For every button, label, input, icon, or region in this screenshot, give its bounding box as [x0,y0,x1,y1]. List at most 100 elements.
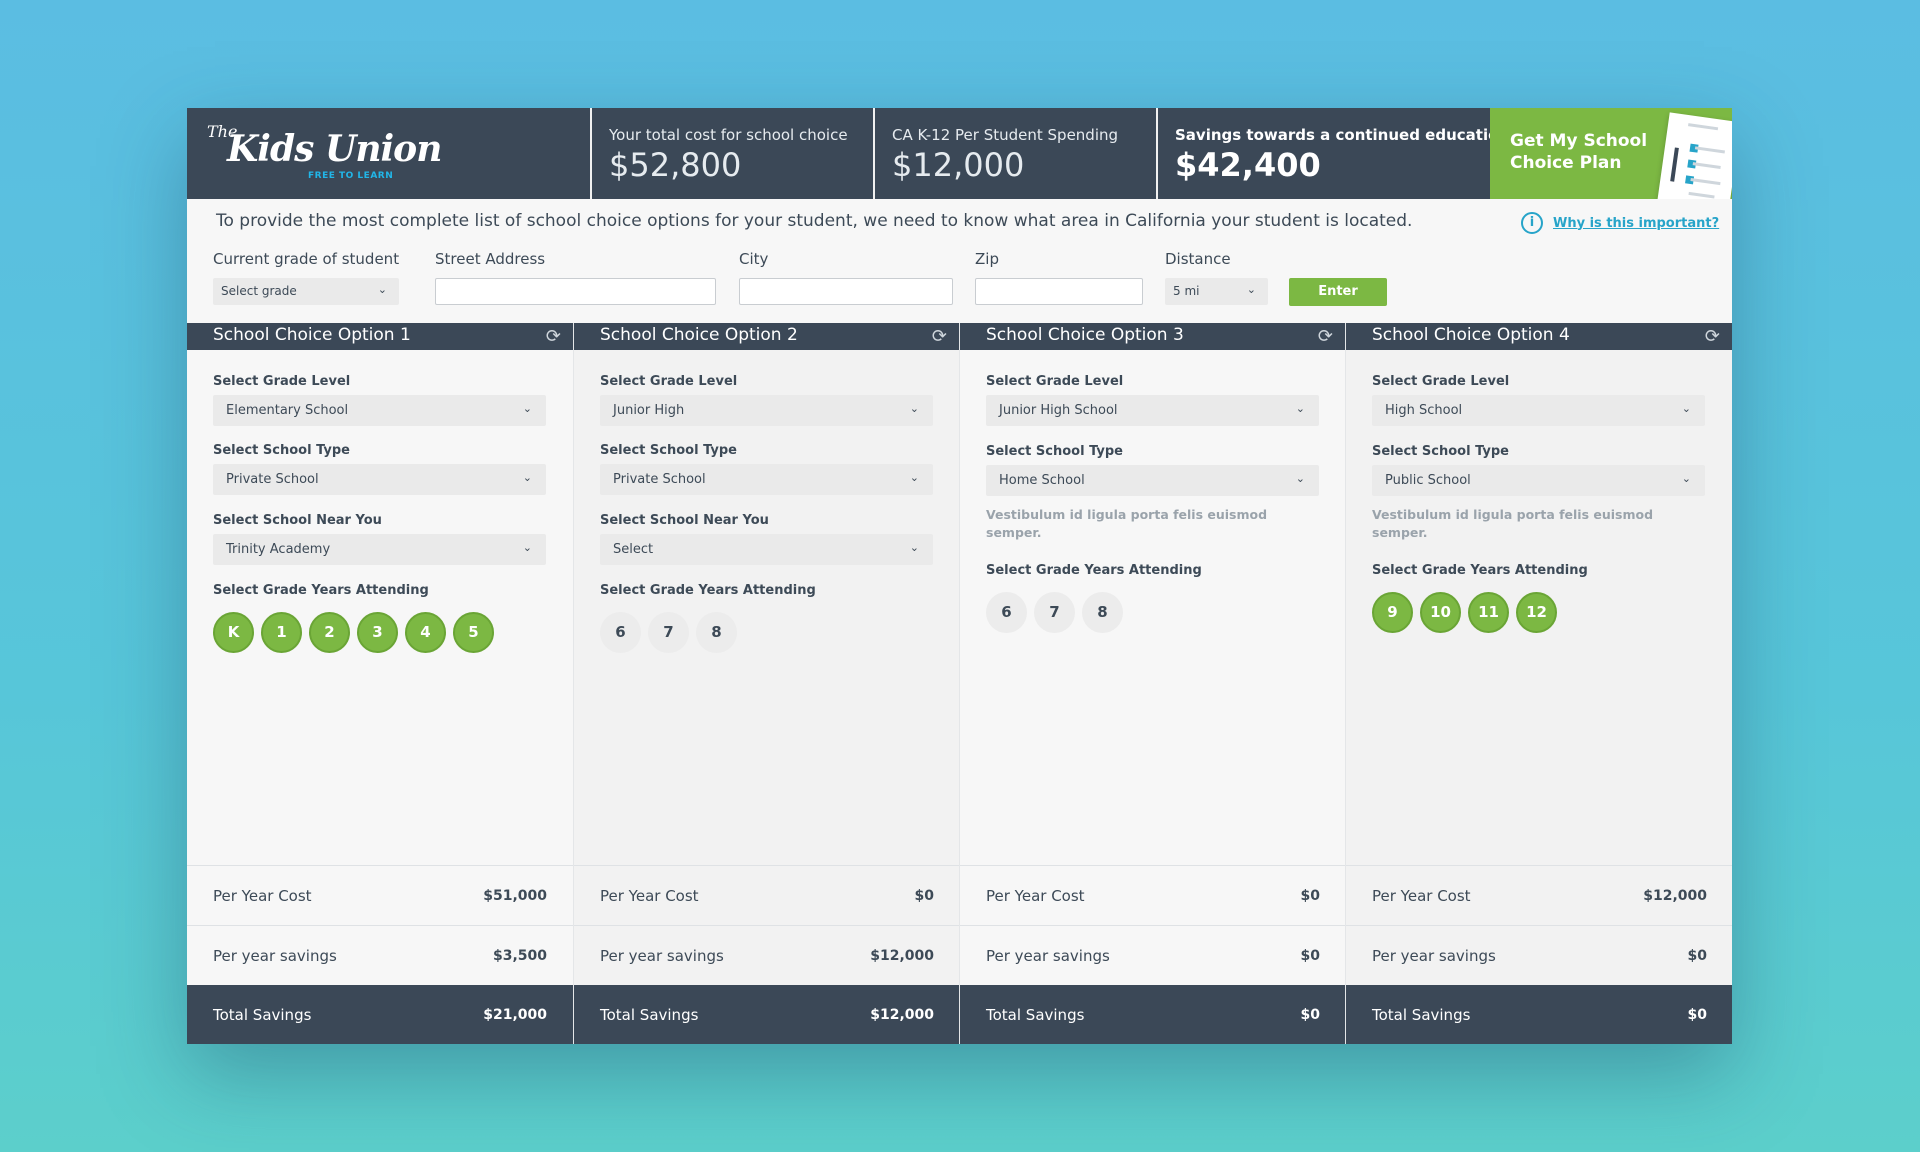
get-school-choice-plan-button[interactable]: Get My School Choice Plan [1490,108,1732,199]
city-label: City [739,250,769,268]
logo-name: Kids Union [227,128,442,170]
refresh-icon[interactable]: ⟳ [545,326,561,347]
per-year-cost-value: $0 [1300,887,1320,904]
stat-value: $42,400 [1175,146,1321,184]
total-savings-row: Total Savings $21,000 [187,985,573,1044]
distance-select[interactable]: 5 mi ⌄ [1165,278,1268,305]
school-type-value: Private School [226,472,319,487]
per-year-cost-label: Per Year Cost [1372,886,1471,905]
distance-select-value: 5 mi [1173,284,1200,298]
per-year-cost-value: $0 [914,887,934,904]
grade-year-button[interactable]: 8 [1082,592,1123,633]
school-type-select[interactable]: Private School ⌄ [600,464,933,495]
per-year-savings-label: Per year savings [213,946,337,965]
grade-level-label: Select Grade Level [986,374,1124,389]
option-title: School Choice Option 2 [600,325,798,345]
total-savings-row: Total Savings $0 [1346,985,1732,1044]
header-bar: The Kids Union FREE TO LEARN Your total … [187,108,1732,199]
grade-years-picker: K 1 2 3 4 5 [213,612,494,653]
stat-value: $12,000 [892,146,1025,184]
chevron-down-icon: ⌄ [377,283,387,296]
option-title: School Choice Option 4 [1372,325,1570,345]
city-input[interactable] [739,278,953,305]
grade-select-value: Select grade [221,284,297,298]
grade-level-value: Junior High [613,403,685,418]
grade-years-label: Select Grade Years Attending [600,583,816,598]
per-year-cost-label: Per Year Cost [986,886,1085,905]
grade-select[interactable]: Select grade ⌄ [213,278,399,305]
why-important[interactable]: i Why is this important? [1521,212,1719,234]
grade-year-button[interactable]: 4 [405,612,446,653]
grade-year-button[interactable]: 3 [357,612,398,653]
grade-year-button[interactable]: 7 [648,612,689,653]
street-address-input[interactable] [435,278,716,305]
school-near-label: Select School Near You [213,513,382,528]
school-type-value: Public School [1385,473,1471,488]
grade-year-button[interactable]: K [213,612,254,653]
option-header: School Choice Option 4 ⟳ [1346,323,1732,350]
cta-label: Get My School Choice Plan [1510,131,1648,173]
grade-level-label: Select Grade Level [600,374,738,389]
grade-year-button[interactable]: 7 [1034,592,1075,633]
zip-input[interactable] [975,278,1143,305]
total-savings-value: $12,000 [870,1006,934,1023]
school-type-select[interactable]: Private School ⌄ [213,464,546,495]
stat-label: Your total cost for school choice [609,126,848,144]
school-near-select[interactable]: Select ⌄ [600,534,933,565]
chevron-down-icon: ⌄ [909,402,919,415]
stat-label: Savings towards a continued education [1175,126,1510,144]
plan-document-icon [1656,112,1732,199]
grade-year-button[interactable]: 6 [600,612,641,653]
chevron-down-icon: ⌄ [1295,472,1305,485]
school-type-select[interactable]: Home School ⌄ [986,465,1319,496]
school-choice-option-2: School Choice Option 2 ⟳ Select Grade Le… [573,323,960,1044]
school-type-note: Vestibulum id ligula porta felis euismod… [986,507,1268,540]
school-near-label: Select School Near You [600,513,769,528]
school-type-value: Home School [999,473,1085,488]
grade-year-button[interactable]: 2 [309,612,350,653]
total-savings-label: Total Savings [600,1005,699,1024]
per-year-cost-label: Per Year Cost [213,886,312,905]
grade-year-button[interactable]: 8 [696,612,737,653]
total-savings-label: Total Savings [986,1005,1085,1024]
grade-years-picker: 6 7 8 [986,592,1123,633]
grade-year-button[interactable]: 6 [986,592,1027,633]
school-near-select[interactable]: Trinity Academy ⌄ [213,534,546,565]
logo-tagline: FREE TO LEARN [308,171,394,181]
grade-year-button[interactable]: 11 [1468,592,1509,633]
grade-years-label: Select Grade Years Attending [1372,563,1588,578]
per-year-cost-label: Per Year Cost [600,886,699,905]
grade-level-select[interactable]: High School ⌄ [1372,395,1705,426]
grade-level-label: Select Grade Level [213,374,351,389]
grade-year-button[interactable]: 9 [1372,592,1413,633]
refresh-icon[interactable]: ⟳ [1704,326,1720,347]
grade-year-button[interactable]: 10 [1420,592,1461,633]
grade-year-button[interactable]: 12 [1516,592,1557,633]
refresh-icon[interactable]: ⟳ [931,326,947,347]
school-type-label: Select School Type [986,444,1123,459]
per-year-savings-label: Per year savings [1372,946,1496,965]
chevron-down-icon: ⌄ [522,541,532,554]
per-year-savings-value: $12,000 [870,947,934,964]
logo[interactable]: The Kids Union FREE TO LEARN [187,108,592,199]
grade-year-button[interactable]: 1 [261,612,302,653]
school-type-value: Private School [613,472,706,487]
enter-button[interactable]: Enter [1289,278,1387,306]
per-year-cost-row: Per Year Cost $12,000 [1346,865,1732,925]
grade-level-select[interactable]: Junior High ⌄ [600,395,933,426]
per-year-cost-value: $51,000 [483,887,547,904]
school-near-value: Select [613,542,654,557]
grade-level-value: High School [1385,403,1463,418]
grade-years-picker: 9 10 11 12 [1372,592,1557,633]
why-important-link[interactable]: Why is this important? [1553,215,1720,231]
grade-year-button[interactable]: 5 [453,612,494,653]
total-savings-label: Total Savings [1372,1005,1471,1024]
grade-level-select[interactable]: Elementary School ⌄ [213,395,546,426]
refresh-icon[interactable]: ⟳ [1317,326,1333,347]
grade-label: Current grade of student [213,250,400,268]
school-type-select[interactable]: Public School ⌄ [1372,465,1705,496]
total-savings-value: $0 [1300,1006,1320,1023]
info-icon: i [1521,212,1543,234]
per-year-savings-label: Per year savings [600,946,724,965]
grade-level-select[interactable]: Junior High School ⌄ [986,395,1319,426]
